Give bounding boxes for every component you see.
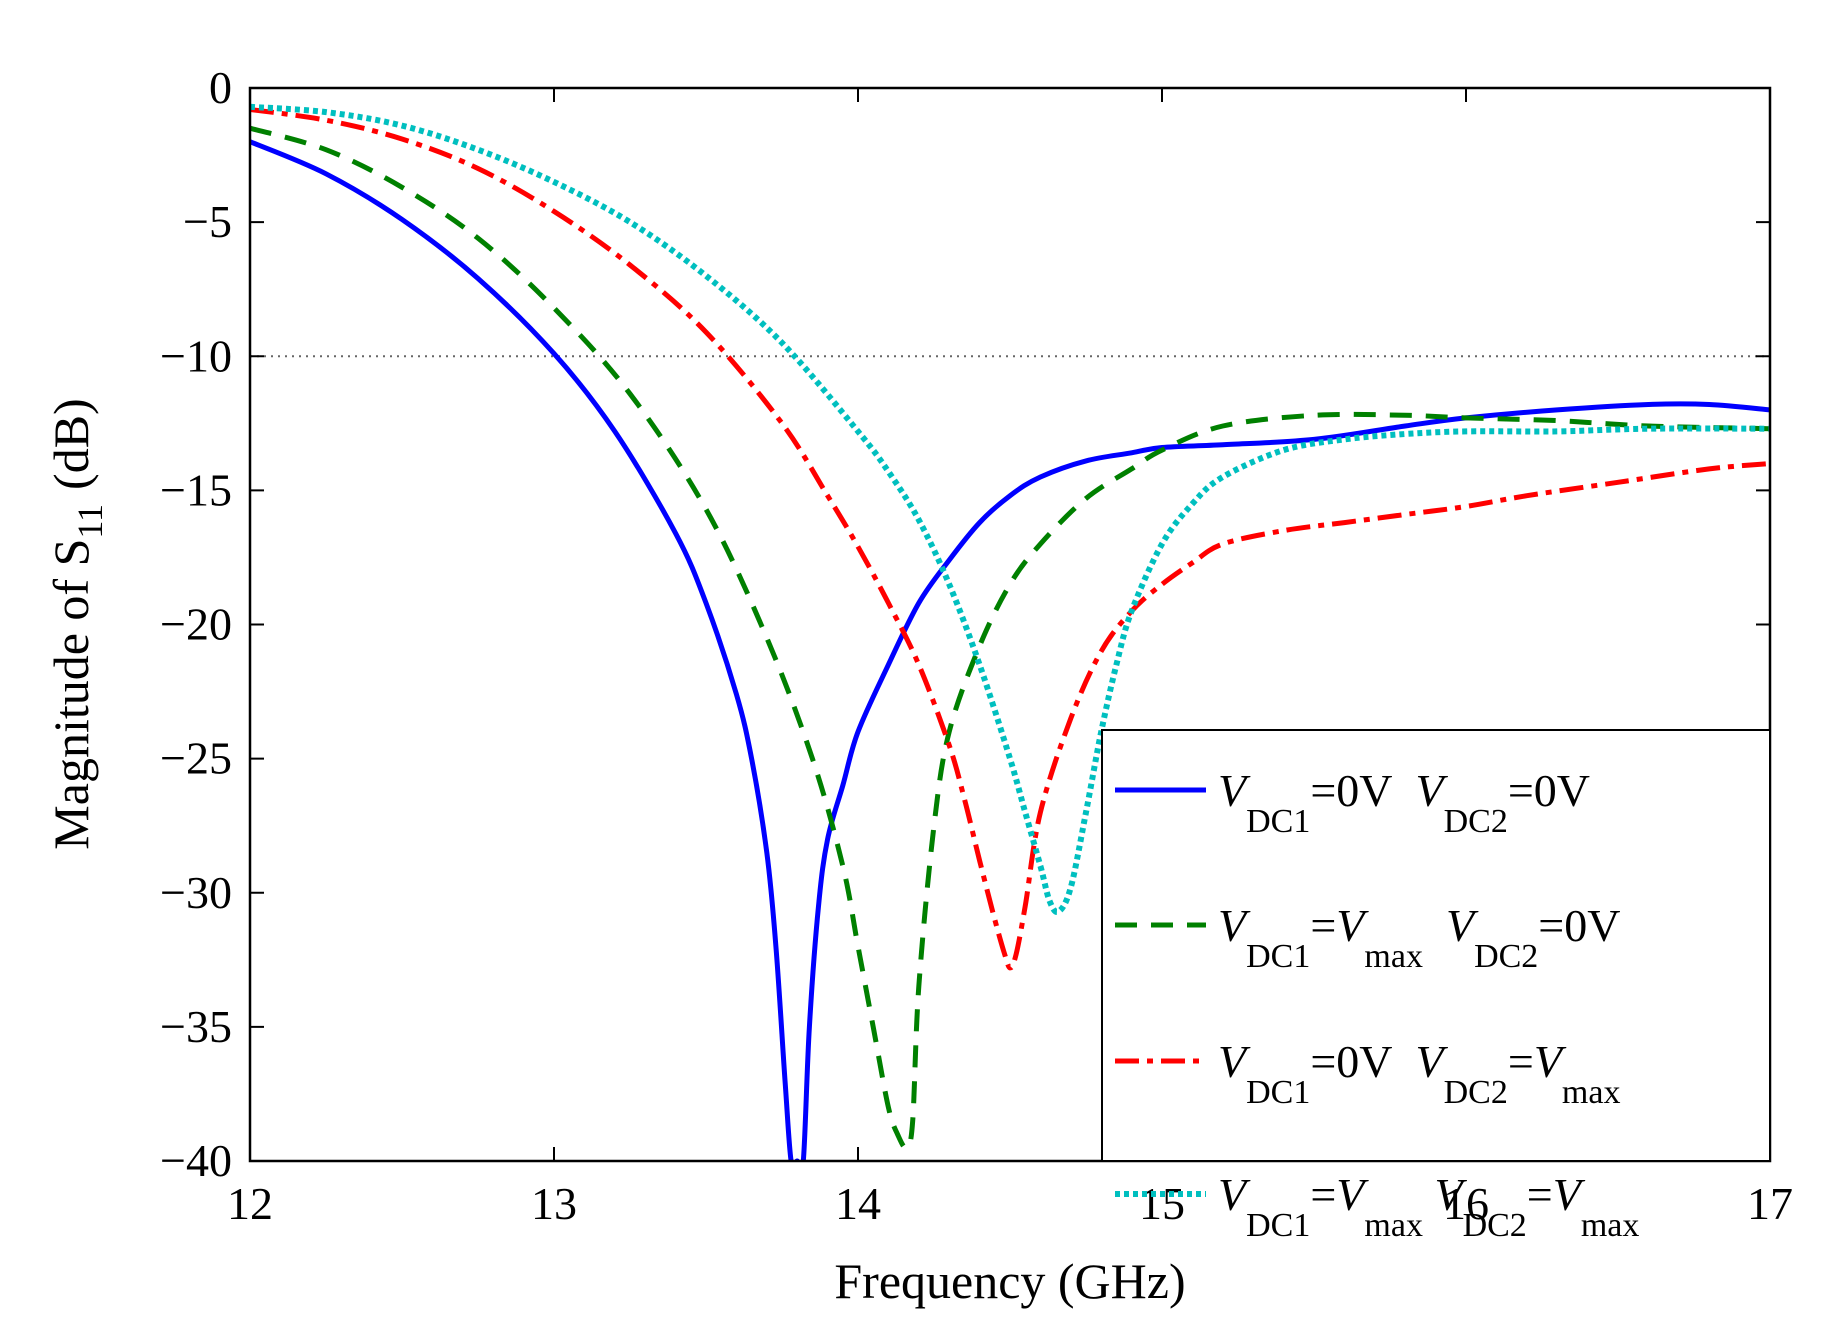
y-tick-label: −5: [183, 196, 232, 247]
legend-subscript: DC2: [1444, 1074, 1508, 1111]
legend-label-4: VDC1=Vmax VDC2=Vmax: [1218, 1169, 1639, 1244]
legend-subscript: DC1: [1246, 1074, 1310, 1111]
series-layer: [250, 103, 1770, 1161]
legend-subscript: max: [1581, 1207, 1640, 1244]
legend-subscript: max: [1562, 1074, 1621, 1111]
legend-subscript: DC2: [1444, 803, 1508, 840]
series-line-3: [250, 107, 1770, 971]
legend-label-2: VDC1=Vmax VDC2=0V: [1218, 900, 1620, 975]
tick-layer: 12 13 14 15 16 17 0 −5 −10 −15 −20 −25 −30 −35 −40: [160, 62, 1793, 1229]
y-axis-title-unit: (dB): [43, 398, 99, 490]
legend-symbol: V: [1218, 765, 1251, 816]
legend-subscript: max: [1364, 1207, 1423, 1244]
legend-value: =: [1508, 1036, 1534, 1087]
x-tick-label: 16: [1443, 1178, 1489, 1229]
y-tick-label: −35: [160, 1001, 232, 1052]
legend-value: [1423, 900, 1446, 951]
y-tick-label: −20: [160, 599, 232, 650]
y-tick-label: −25: [160, 733, 232, 784]
legend-symbol: V: [1336, 900, 1369, 951]
legend-symbol: V: [1446, 900, 1479, 951]
legend-symbol: V: [1553, 1169, 1586, 1220]
x-tick-label: 14: [835, 1178, 881, 1229]
series-line-1: [250, 139, 1770, 1161]
y-axis-title-sub: 11: [70, 504, 110, 539]
legend-subscript: DC2: [1474, 938, 1538, 975]
legend-value: =0V: [1310, 765, 1415, 816]
legend-symbol: V: [1218, 1036, 1251, 1087]
legend-symbol: V: [1434, 1169, 1467, 1220]
x-tick-label: 15: [1139, 1178, 1185, 1229]
y-axis-title: Magnitude of S11 (dB): [43, 398, 110, 849]
series-line-4: [250, 103, 1770, 915]
legend-subscript: max: [1364, 938, 1423, 975]
x-axis-title: Frequency (GHz): [834, 1253, 1185, 1309]
legend-value: =0V: [1508, 765, 1590, 816]
legend-value: [1423, 1169, 1435, 1220]
series-line-2: [250, 125, 1770, 1151]
legend-symbol: V: [1218, 1169, 1251, 1220]
y-axis-title-main: Magnitude of S: [43, 539, 99, 850]
x-tick-label: 12: [227, 1178, 273, 1229]
legend-subscript: DC2: [1463, 1207, 1527, 1244]
legend-subscript: DC1: [1246, 1207, 1310, 1244]
legend-subscript: DC1: [1246, 803, 1310, 840]
legend-value: =: [1527, 1169, 1553, 1220]
legend-label-1: VDC1=0V VDC2=0V: [1218, 765, 1590, 840]
legend-box: [1101, 729, 1771, 1162]
legend-value: =0V: [1310, 1036, 1415, 1087]
y-tick-label: 0: [209, 62, 232, 113]
legend-symbol: V: [1336, 1169, 1369, 1220]
legend-symbol: V: [1416, 765, 1449, 816]
legend-symbol: V: [1416, 1036, 1449, 1087]
x-tick-label: 17: [1747, 1178, 1793, 1229]
legend-symbol: V: [1218, 900, 1251, 951]
plot-frame: [248, 86, 1772, 1163]
legend-subscript: DC1: [1246, 938, 1310, 975]
y-tick-label: −10: [160, 330, 232, 381]
legend-symbol: V: [1534, 1036, 1567, 1087]
y-tick-label: −30: [160, 867, 232, 918]
legend-label-3: VDC1=0V VDC2=Vmax: [1218, 1036, 1620, 1111]
legend-value: =: [1310, 900, 1336, 951]
y-tick-label: −15: [160, 464, 232, 515]
x-tick-label: 13: [531, 1178, 577, 1229]
legend-value: =: [1310, 1169, 1336, 1220]
y-tick-label: −40: [160, 1135, 232, 1186]
legend-value: =0V: [1538, 900, 1620, 951]
